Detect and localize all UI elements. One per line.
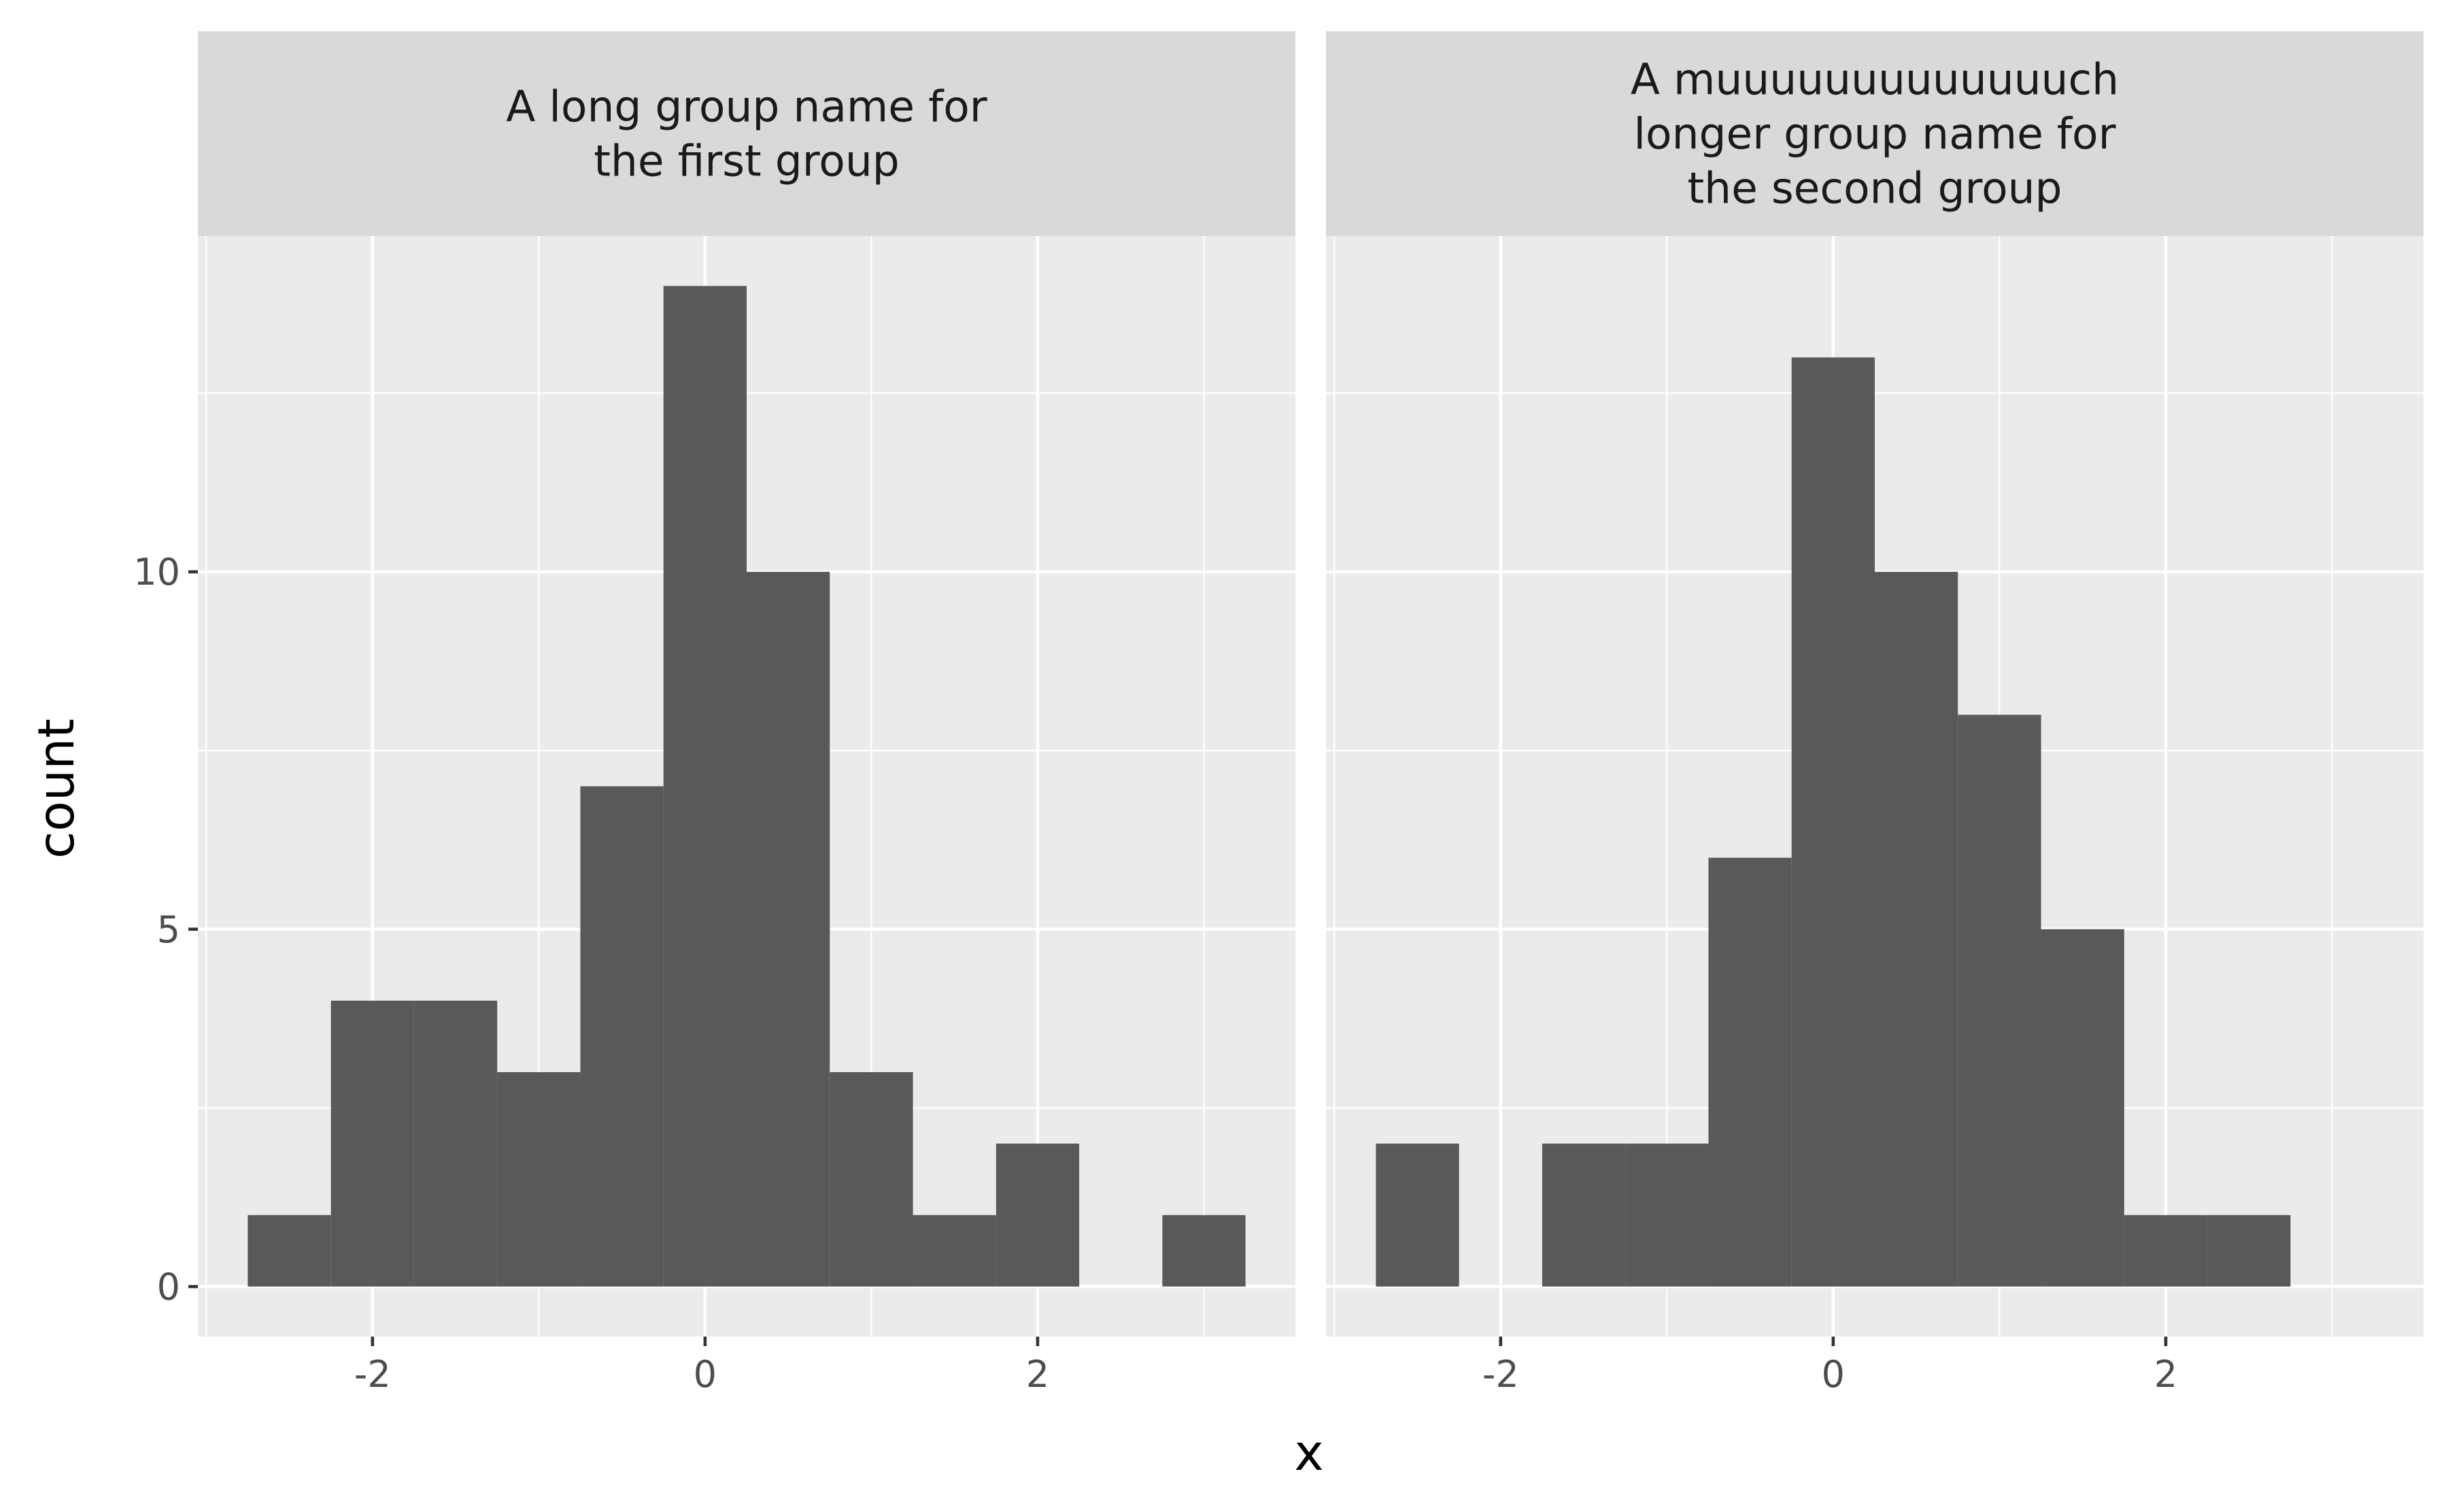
x-tick-label: -2 [354,1353,391,1396]
facet-strip-label-line: A long group name for [506,82,987,132]
x-axis-title: x [1294,1424,1323,1482]
histogram-bar [1542,1144,1626,1287]
histogram-bar [747,572,830,1287]
facet-strip-label-line: the first group [594,137,900,186]
histogram-bar [580,786,664,1287]
facet-strip-label-1: A long group name for the first group [506,82,987,186]
histogram-bar [497,1072,581,1287]
histogram-bar [913,1215,996,1287]
x-tick-label: 0 [694,1353,717,1396]
histogram-bar [2041,929,2124,1287]
histogram-bar [413,1000,498,1287]
y-tick-label: 5 [157,908,180,951]
histogram-bar [996,1144,1080,1287]
facet-panel-1: A long group name for the first group -2 0 2 [198,31,1295,1396]
x-tick-label: 0 [1822,1353,1845,1396]
facet-strip-2 [1326,31,2424,236]
histogram-bar [1708,857,1792,1287]
facet-strip-1 [198,31,1295,236]
histogram-bar [1376,1144,1459,1287]
facet-strip-label-line: the second group [1687,164,2062,213]
histogram-bar [330,1000,414,1287]
y-axis: 0 5 10 [133,551,198,1308]
y-tick-label: 10 [133,551,180,594]
facet-strip-label-2: A muuuuuuuuuuuuuch longer group name for t… [1631,55,2119,213]
facet-panels: A long group name for the first group -2 0 2… [198,31,2424,1396]
facet-panel-2: A muuuuuuuuuuuuuch longer group name for t… [1326,31,2424,1396]
histogram-bar [663,286,747,1287]
histogram-bar [2124,1215,2208,1287]
x-tick-label: 2 [2154,1353,2177,1396]
histogram-bar [1791,357,1875,1287]
histogram-bar [1875,572,1958,1287]
x-tick-label: -2 [1482,1353,1519,1396]
facet-strip-label-line: longer group name for [1634,109,2116,159]
histogram-bar [1958,715,2041,1287]
histogram-bar [1625,1144,1709,1287]
histogram-bar [1162,1215,1246,1287]
facet-strip-label-line: A muuuuuuuuuuuuuch [1631,55,2119,105]
x-tick-label: 2 [1026,1353,1049,1396]
histogram-bar [248,1215,331,1287]
histogram-bar [830,1072,913,1287]
histogram-bar [2207,1215,2291,1287]
y-tick-label: 0 [157,1265,180,1308]
y-axis-title: count [28,719,86,859]
